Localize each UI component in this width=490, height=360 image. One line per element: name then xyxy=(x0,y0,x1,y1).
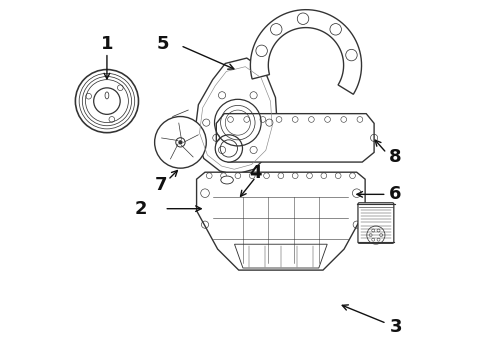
Text: 4: 4 xyxy=(249,164,262,182)
Polygon shape xyxy=(195,58,277,175)
Circle shape xyxy=(155,117,206,168)
Text: 3: 3 xyxy=(390,318,402,336)
Text: 2: 2 xyxy=(135,200,147,218)
Polygon shape xyxy=(196,172,365,270)
Polygon shape xyxy=(216,114,374,162)
Text: 7: 7 xyxy=(154,176,167,194)
Text: 8: 8 xyxy=(389,148,402,166)
FancyBboxPatch shape xyxy=(358,203,394,243)
Circle shape xyxy=(179,141,182,144)
Polygon shape xyxy=(235,244,327,268)
Ellipse shape xyxy=(221,176,233,184)
Text: 1: 1 xyxy=(100,35,113,53)
Text: 6: 6 xyxy=(390,185,402,203)
Polygon shape xyxy=(250,10,362,94)
Text: 5: 5 xyxy=(156,35,169,53)
Circle shape xyxy=(215,135,243,162)
